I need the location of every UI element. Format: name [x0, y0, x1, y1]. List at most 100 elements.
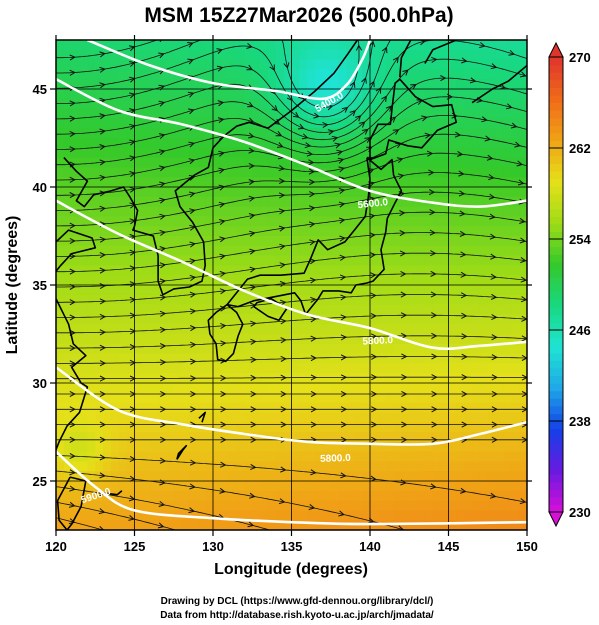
colorbar-segment [549, 367, 563, 377]
stream-arrow [219, 288, 227, 295]
field-cell [495, 108, 505, 119]
field-cell [322, 89, 332, 100]
field-cell [322, 40, 332, 51]
field-cell [503, 255, 512, 266]
field-cell [110, 412, 120, 423]
colorbar-segment [549, 261, 563, 270]
field-cell [126, 89, 136, 100]
field-cell [503, 157, 512, 168]
field-cell [291, 255, 300, 266]
field-cell [56, 392, 65, 404]
field-cell [472, 392, 481, 404]
field-cell [126, 128, 136, 139]
field-cell [244, 236, 253, 247]
field-cell [315, 471, 324, 482]
stream-arrow [339, 274, 347, 281]
field-cell [228, 236, 238, 247]
field-cell [362, 314, 371, 325]
field-cell [346, 89, 355, 100]
field-cell [346, 441, 355, 453]
field-cell [511, 108, 520, 119]
field-cell [291, 441, 300, 453]
field-cell [244, 167, 253, 178]
field-cell [181, 314, 191, 325]
field-cell [330, 294, 340, 306]
field-cell [189, 314, 198, 325]
field-cell [228, 275, 238, 286]
field-cell [228, 98, 238, 110]
field-cell [495, 353, 505, 364]
stream-arrow [313, 112, 320, 119]
field-cell [393, 304, 402, 315]
field-cell [252, 79, 261, 90]
field-cell [456, 285, 465, 296]
field-cell [205, 334, 214, 345]
field-cell [213, 422, 222, 433]
field-cell [158, 441, 167, 453]
field-cell [377, 275, 387, 286]
field-cell [393, 373, 402, 384]
field-cell [260, 59, 269, 70]
field-cell [448, 373, 457, 384]
field-cell [448, 40, 457, 51]
field-cell [440, 265, 450, 276]
field-cell [63, 461, 73, 472]
stream-arrow [338, 217, 346, 224]
field-cell [362, 98, 371, 110]
field-cell [165, 520, 175, 530]
field-cell [432, 177, 442, 188]
field-cell [519, 412, 527, 423]
field-cell [79, 441, 88, 453]
field-cell [283, 98, 293, 110]
field-cell [260, 422, 269, 433]
field-cell [165, 40, 175, 51]
field-cell [252, 167, 261, 178]
field-cell [165, 108, 175, 119]
field-cell [448, 49, 457, 61]
field-cell [354, 147, 363, 159]
coastline [226, 156, 403, 316]
field-cell [338, 255, 348, 266]
field-cell [126, 98, 136, 110]
field-cell [370, 294, 379, 306]
field-cell [63, 40, 73, 51]
field-cell [487, 245, 497, 257]
field-cell [173, 49, 183, 61]
field-cell [472, 294, 481, 306]
field-cell [103, 324, 112, 335]
field-cell [448, 177, 457, 188]
field-cell [56, 206, 65, 217]
field-cell [464, 196, 473, 208]
field-cell [110, 118, 120, 129]
field-cell [456, 422, 465, 433]
field-cell [322, 98, 332, 110]
field-cell [228, 69, 238, 80]
streamline [56, 40, 374, 118]
field-cell [346, 69, 355, 80]
colorbar-segment [549, 193, 563, 202]
field-cell [511, 275, 520, 286]
field-cell [424, 157, 434, 168]
stream-arrow [159, 165, 166, 172]
field-cell [315, 216, 324, 227]
field-cell [519, 490, 527, 502]
colorbar-tick-label: 246 [569, 323, 591, 338]
field-cell [432, 49, 442, 61]
stream-arrow [339, 254, 347, 261]
field-cell [181, 167, 191, 178]
field-cell [56, 216, 65, 227]
field-cell [158, 451, 167, 462]
field-cell [346, 520, 355, 530]
field-cell [267, 59, 277, 70]
field-cell [393, 353, 402, 364]
field-cell [103, 69, 112, 80]
stream-arrow [278, 498, 286, 505]
field-cell [252, 285, 261, 296]
field-cell [71, 422, 81, 433]
field-cell [150, 294, 159, 306]
field-cell [103, 216, 112, 227]
field-cell [503, 343, 512, 355]
field-cell [511, 118, 520, 129]
